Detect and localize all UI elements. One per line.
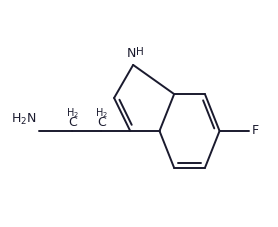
Text: H$_2$: H$_2$: [95, 106, 108, 120]
Text: C: C: [97, 116, 106, 129]
Text: F: F: [252, 124, 259, 138]
Text: N: N: [127, 47, 136, 60]
Text: H$_2$: H$_2$: [66, 106, 79, 120]
Text: C: C: [68, 116, 76, 129]
Text: H$_2$N: H$_2$N: [11, 112, 37, 127]
Text: H: H: [136, 47, 143, 57]
